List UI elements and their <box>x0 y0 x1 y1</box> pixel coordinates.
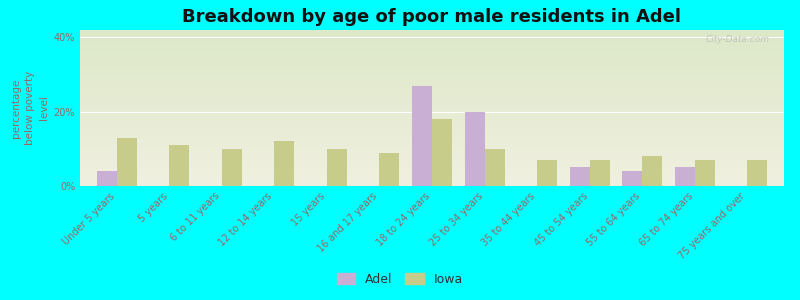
Bar <box>97 171 117 186</box>
Bar <box>222 149 242 186</box>
Bar <box>465 112 485 186</box>
Bar <box>590 160 610 186</box>
Bar <box>170 145 190 186</box>
Bar <box>570 167 590 186</box>
Bar <box>432 119 452 186</box>
Bar <box>485 149 505 186</box>
Bar <box>379 153 399 186</box>
Legend: Adel, Iowa: Adel, Iowa <box>332 268 468 291</box>
Bar <box>694 160 714 186</box>
Bar <box>327 149 347 186</box>
Bar <box>674 167 694 186</box>
Bar <box>537 160 557 186</box>
Bar <box>642 156 662 186</box>
Bar <box>274 141 294 186</box>
Bar <box>622 171 642 186</box>
Title: Breakdown by age of poor male residents in Adel: Breakdown by age of poor male residents … <box>182 8 682 26</box>
Bar <box>412 86 432 186</box>
Bar <box>747 160 767 186</box>
Y-axis label: percentage
below poverty
level: percentage below poverty level <box>11 71 50 145</box>
Text: City-Data.com: City-Data.com <box>706 35 770 44</box>
Bar <box>117 138 137 186</box>
